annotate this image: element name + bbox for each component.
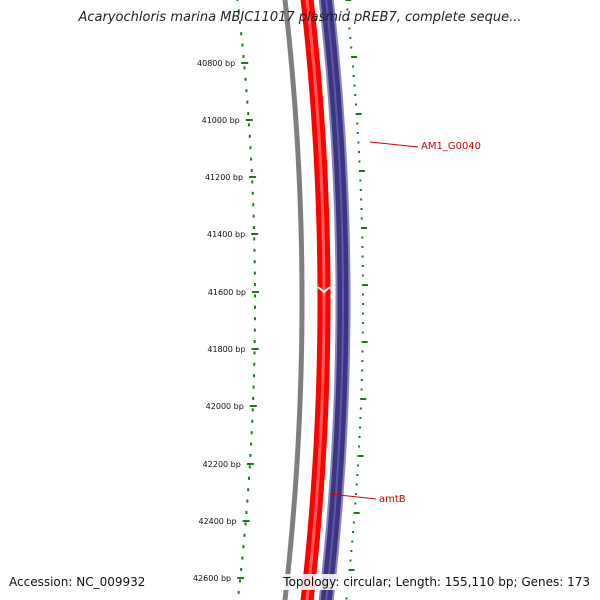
ruler-tick-label: 41000 bp (202, 116, 240, 125)
reverse-strand-highlight (325, 0, 344, 600)
ruler-tick-label: 42200 bp (203, 460, 241, 469)
plasmid-tracks (282, 0, 351, 600)
ruler-tick-label: 42600 bp (193, 574, 231, 583)
topology-label: Topology: circular; Length: 155,110 bp; … (281, 574, 592, 590)
map-title: Acaryochloris marina MBIC11017 plasmid p… (78, 10, 522, 25)
outer-scale-ticks (345, 0, 368, 600)
backbone-track (282, 0, 305, 600)
ruler-tick-label: 41400 bp (207, 230, 245, 239)
gene-label-am1-g0040[interactable]: AM1_G0040 (421, 141, 481, 152)
accession-label: Accession: NC_009932 (7, 574, 148, 590)
forward-strand-highlight (305, 0, 326, 600)
gene-boundary-arrow (317, 286, 331, 294)
gene-labels: AM1_G0040 amtB (329, 141, 481, 505)
ruler-tick-label: 41800 bp (207, 345, 245, 354)
ruler-tick-label: 42000 bp (206, 402, 244, 411)
ruler-tick-label: 41200 bp (205, 173, 243, 182)
gene-leader-line-amtb (329, 493, 377, 500)
ruler-tick-label: 42400 bp (198, 517, 236, 526)
bp-ruler: 40800 bp 41000 bp 41200 bp 41400 bp 41600 bp… (193, 0, 259, 594)
ruler-tick-label: 41600 bp (208, 288, 246, 297)
ruler-tick-label: 40800 bp (197, 59, 235, 68)
gene-label-amtb[interactable]: amtB (379, 494, 406, 505)
gene-leader-line-am1-g0040 (369, 141, 419, 148)
